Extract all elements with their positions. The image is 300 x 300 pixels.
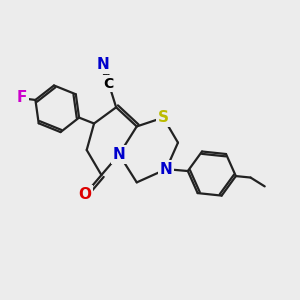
Text: F: F [17,89,27,104]
Text: S: S [158,110,169,125]
Text: O: O [79,187,92,202]
Text: N: N [160,162,172,177]
Text: C: C [104,77,114,91]
Text: N: N [113,147,125,162]
Text: N: N [97,57,110,72]
